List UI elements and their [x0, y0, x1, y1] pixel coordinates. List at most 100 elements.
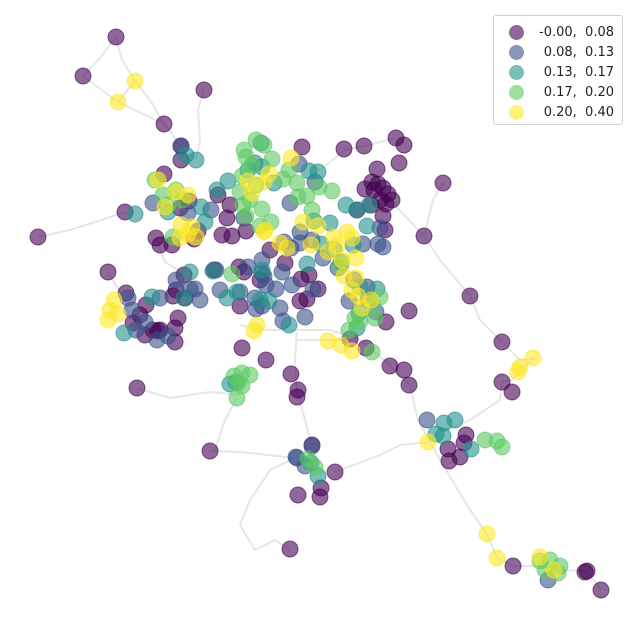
map-node-point [323, 182, 341, 200]
map-node-point [245, 322, 263, 340]
map-node-point [524, 349, 542, 367]
legend-label: 0.20, 0.40 [539, 104, 614, 120]
map-node-point [283, 276, 301, 294]
map-node-point [296, 308, 314, 326]
map-node-point [237, 207, 255, 225]
map-node-point [300, 162, 318, 180]
road-edge [209, 397, 238, 452]
map-node-point [289, 486, 307, 504]
map-node-point [257, 351, 275, 369]
legend-label: -0.00, 0.08 [539, 24, 614, 40]
road-edge [37, 211, 126, 238]
map-node-point [302, 236, 320, 254]
map-node-point [167, 271, 185, 289]
map-node-point [223, 265, 241, 283]
map-node-point [280, 316, 298, 334]
map-node-point [304, 280, 322, 298]
map-node-point [493, 333, 511, 351]
map-node-point [531, 548, 549, 566]
legend-item-0: -0.00, 0.08 [502, 22, 614, 42]
map-node-point [415, 227, 433, 245]
map-node-point [488, 549, 506, 567]
map-node-point [306, 458, 324, 476]
map-node-point [400, 376, 418, 394]
legend-label: 0.13, 0.17 [539, 64, 614, 80]
legend-swatch-icon [509, 104, 524, 120]
map-node-point [462, 440, 480, 458]
map-node-point [243, 156, 261, 174]
map-node-point [253, 261, 271, 279]
map-node-point [493, 438, 511, 456]
map-node-point [201, 442, 219, 460]
map-node-point [434, 427, 452, 445]
map-node-point [343, 229, 361, 247]
map-node-point [239, 172, 257, 190]
map-node-point [155, 115, 173, 133]
legend-swatch-icon [509, 44, 524, 60]
map-node-point [360, 196, 378, 214]
map-node-point [204, 262, 222, 280]
map-node-point [156, 198, 174, 216]
legend-item-3: 0.17, 0.20 [502, 82, 614, 102]
map-node-point [278, 239, 296, 257]
map-node-point [233, 339, 251, 357]
map-node-point [253, 200, 271, 218]
map-node-point [126, 72, 144, 90]
map-node-point [273, 263, 291, 281]
road-edge [195, 89, 205, 161]
map-node-point [126, 205, 144, 223]
road-edge [239, 457, 296, 551]
legend-swatch-icon [509, 64, 524, 80]
map-node-point [159, 327, 177, 345]
map-node-point [509, 363, 527, 381]
map-node-point [136, 313, 154, 331]
map-node-point [233, 377, 251, 395]
map-node-point [358, 217, 376, 235]
map-node-point [228, 283, 246, 301]
map-node-point [191, 291, 209, 309]
map-node-point [143, 288, 161, 306]
map-node-point [109, 305, 127, 323]
map-node-point [366, 309, 384, 327]
map-node-point [107, 28, 125, 46]
map-node-point [395, 136, 413, 154]
map-node-point [263, 150, 281, 168]
map-node-point [115, 324, 133, 342]
map-node-point [592, 581, 610, 599]
map-node-point [400, 302, 418, 320]
road-edge [334, 441, 431, 473]
map-node-point [282, 365, 300, 383]
map-node-point [576, 563, 594, 581]
map-node-point [181, 263, 199, 281]
map-node-point [169, 309, 187, 327]
map-node-point [418, 411, 436, 429]
map-node-point [183, 218, 201, 236]
node-points [29, 28, 610, 599]
map-node-point [239, 258, 257, 276]
legend-item-1: 0.08, 0.13 [502, 42, 614, 62]
map-node-point [195, 81, 213, 99]
map-node-point [289, 381, 307, 399]
legend-swatch-icon [509, 84, 524, 100]
map-node-point [255, 136, 273, 154]
map-node-point [503, 383, 521, 401]
legend-label: 0.17, 0.20 [539, 84, 614, 100]
legend-label: 0.08, 0.13 [539, 44, 614, 60]
map-node-point [383, 191, 401, 209]
map-node-point [309, 217, 327, 235]
map-node-point [362, 291, 380, 309]
map-node-point [208, 181, 226, 199]
map-node-point [119, 289, 137, 307]
map-node-point [281, 540, 299, 558]
map-node-point [29, 228, 47, 246]
map-node-point [335, 140, 353, 158]
map-node-point [326, 463, 344, 481]
road-edge [209, 450, 296, 459]
map-node-point [192, 198, 210, 216]
map-node-point [149, 171, 167, 189]
map-node-point [390, 154, 408, 172]
map-node-point [293, 138, 311, 156]
map-node-point [333, 251, 351, 269]
map-node-point [303, 201, 321, 219]
